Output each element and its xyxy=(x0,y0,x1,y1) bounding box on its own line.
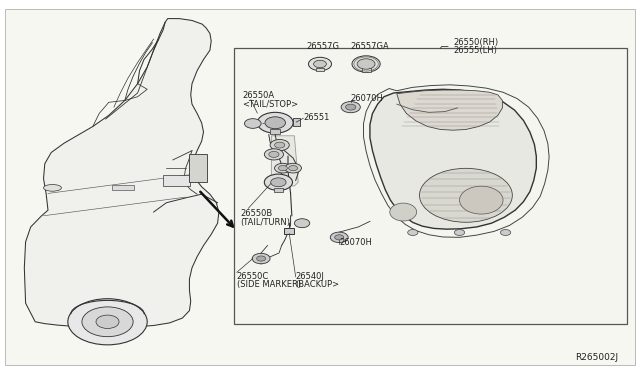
Text: 26540J: 26540J xyxy=(296,272,324,281)
Bar xyxy=(112,185,134,190)
Circle shape xyxy=(408,230,418,235)
Circle shape xyxy=(330,232,348,243)
Bar xyxy=(316,68,324,71)
Bar xyxy=(362,68,371,72)
Bar xyxy=(270,129,280,134)
Circle shape xyxy=(346,104,356,110)
Text: 26555(LH): 26555(LH) xyxy=(453,46,497,55)
Bar xyxy=(284,228,294,234)
Polygon shape xyxy=(370,89,536,229)
Text: 26070H: 26070H xyxy=(351,94,383,103)
Circle shape xyxy=(341,102,360,113)
Text: 26557GA: 26557GA xyxy=(351,42,389,51)
Bar xyxy=(274,188,283,192)
Circle shape xyxy=(257,112,293,133)
Circle shape xyxy=(285,163,301,173)
Circle shape xyxy=(275,142,285,148)
Polygon shape xyxy=(397,90,502,130)
Text: 26557G: 26557G xyxy=(306,42,339,51)
Circle shape xyxy=(314,60,326,68)
Text: (TAIL/TURN): (TAIL/TURN) xyxy=(240,218,290,227)
Circle shape xyxy=(82,307,133,337)
Bar xyxy=(293,118,300,126)
Text: <TAIL/STOP>: <TAIL/STOP> xyxy=(242,100,298,109)
Text: 26550A: 26550A xyxy=(242,92,274,100)
Ellipse shape xyxy=(44,185,61,191)
Bar xyxy=(189,154,207,182)
Circle shape xyxy=(454,230,465,235)
Circle shape xyxy=(500,230,511,235)
Circle shape xyxy=(264,149,284,160)
Circle shape xyxy=(269,151,279,157)
Text: 26070H: 26070H xyxy=(339,238,372,247)
Circle shape xyxy=(270,140,289,151)
Ellipse shape xyxy=(460,186,503,214)
Circle shape xyxy=(252,253,270,264)
Polygon shape xyxy=(24,19,219,327)
Text: R265002J: R265002J xyxy=(575,353,618,362)
Circle shape xyxy=(289,166,298,171)
Bar xyxy=(163,175,190,186)
Bar xyxy=(234,48,627,324)
Circle shape xyxy=(294,219,310,228)
Polygon shape xyxy=(271,136,298,186)
Circle shape xyxy=(335,235,344,240)
Circle shape xyxy=(357,59,375,69)
Circle shape xyxy=(275,163,291,173)
Ellipse shape xyxy=(390,203,417,221)
Circle shape xyxy=(244,119,261,128)
Circle shape xyxy=(271,178,286,187)
Circle shape xyxy=(308,57,332,71)
Text: (SIDE MARKER): (SIDE MARKER) xyxy=(237,280,301,289)
Circle shape xyxy=(265,117,285,129)
Circle shape xyxy=(257,256,266,261)
Circle shape xyxy=(352,56,380,72)
Text: 26550(RH): 26550(RH) xyxy=(453,38,499,47)
Ellipse shape xyxy=(420,168,512,222)
Text: 26550C: 26550C xyxy=(237,272,269,280)
Circle shape xyxy=(278,166,287,171)
Circle shape xyxy=(264,174,292,190)
Circle shape xyxy=(68,299,147,345)
Circle shape xyxy=(96,315,119,328)
Text: (BACKUP>: (BACKUP> xyxy=(296,280,340,289)
Text: 26550B: 26550B xyxy=(240,209,272,218)
Text: 26551: 26551 xyxy=(303,113,330,122)
